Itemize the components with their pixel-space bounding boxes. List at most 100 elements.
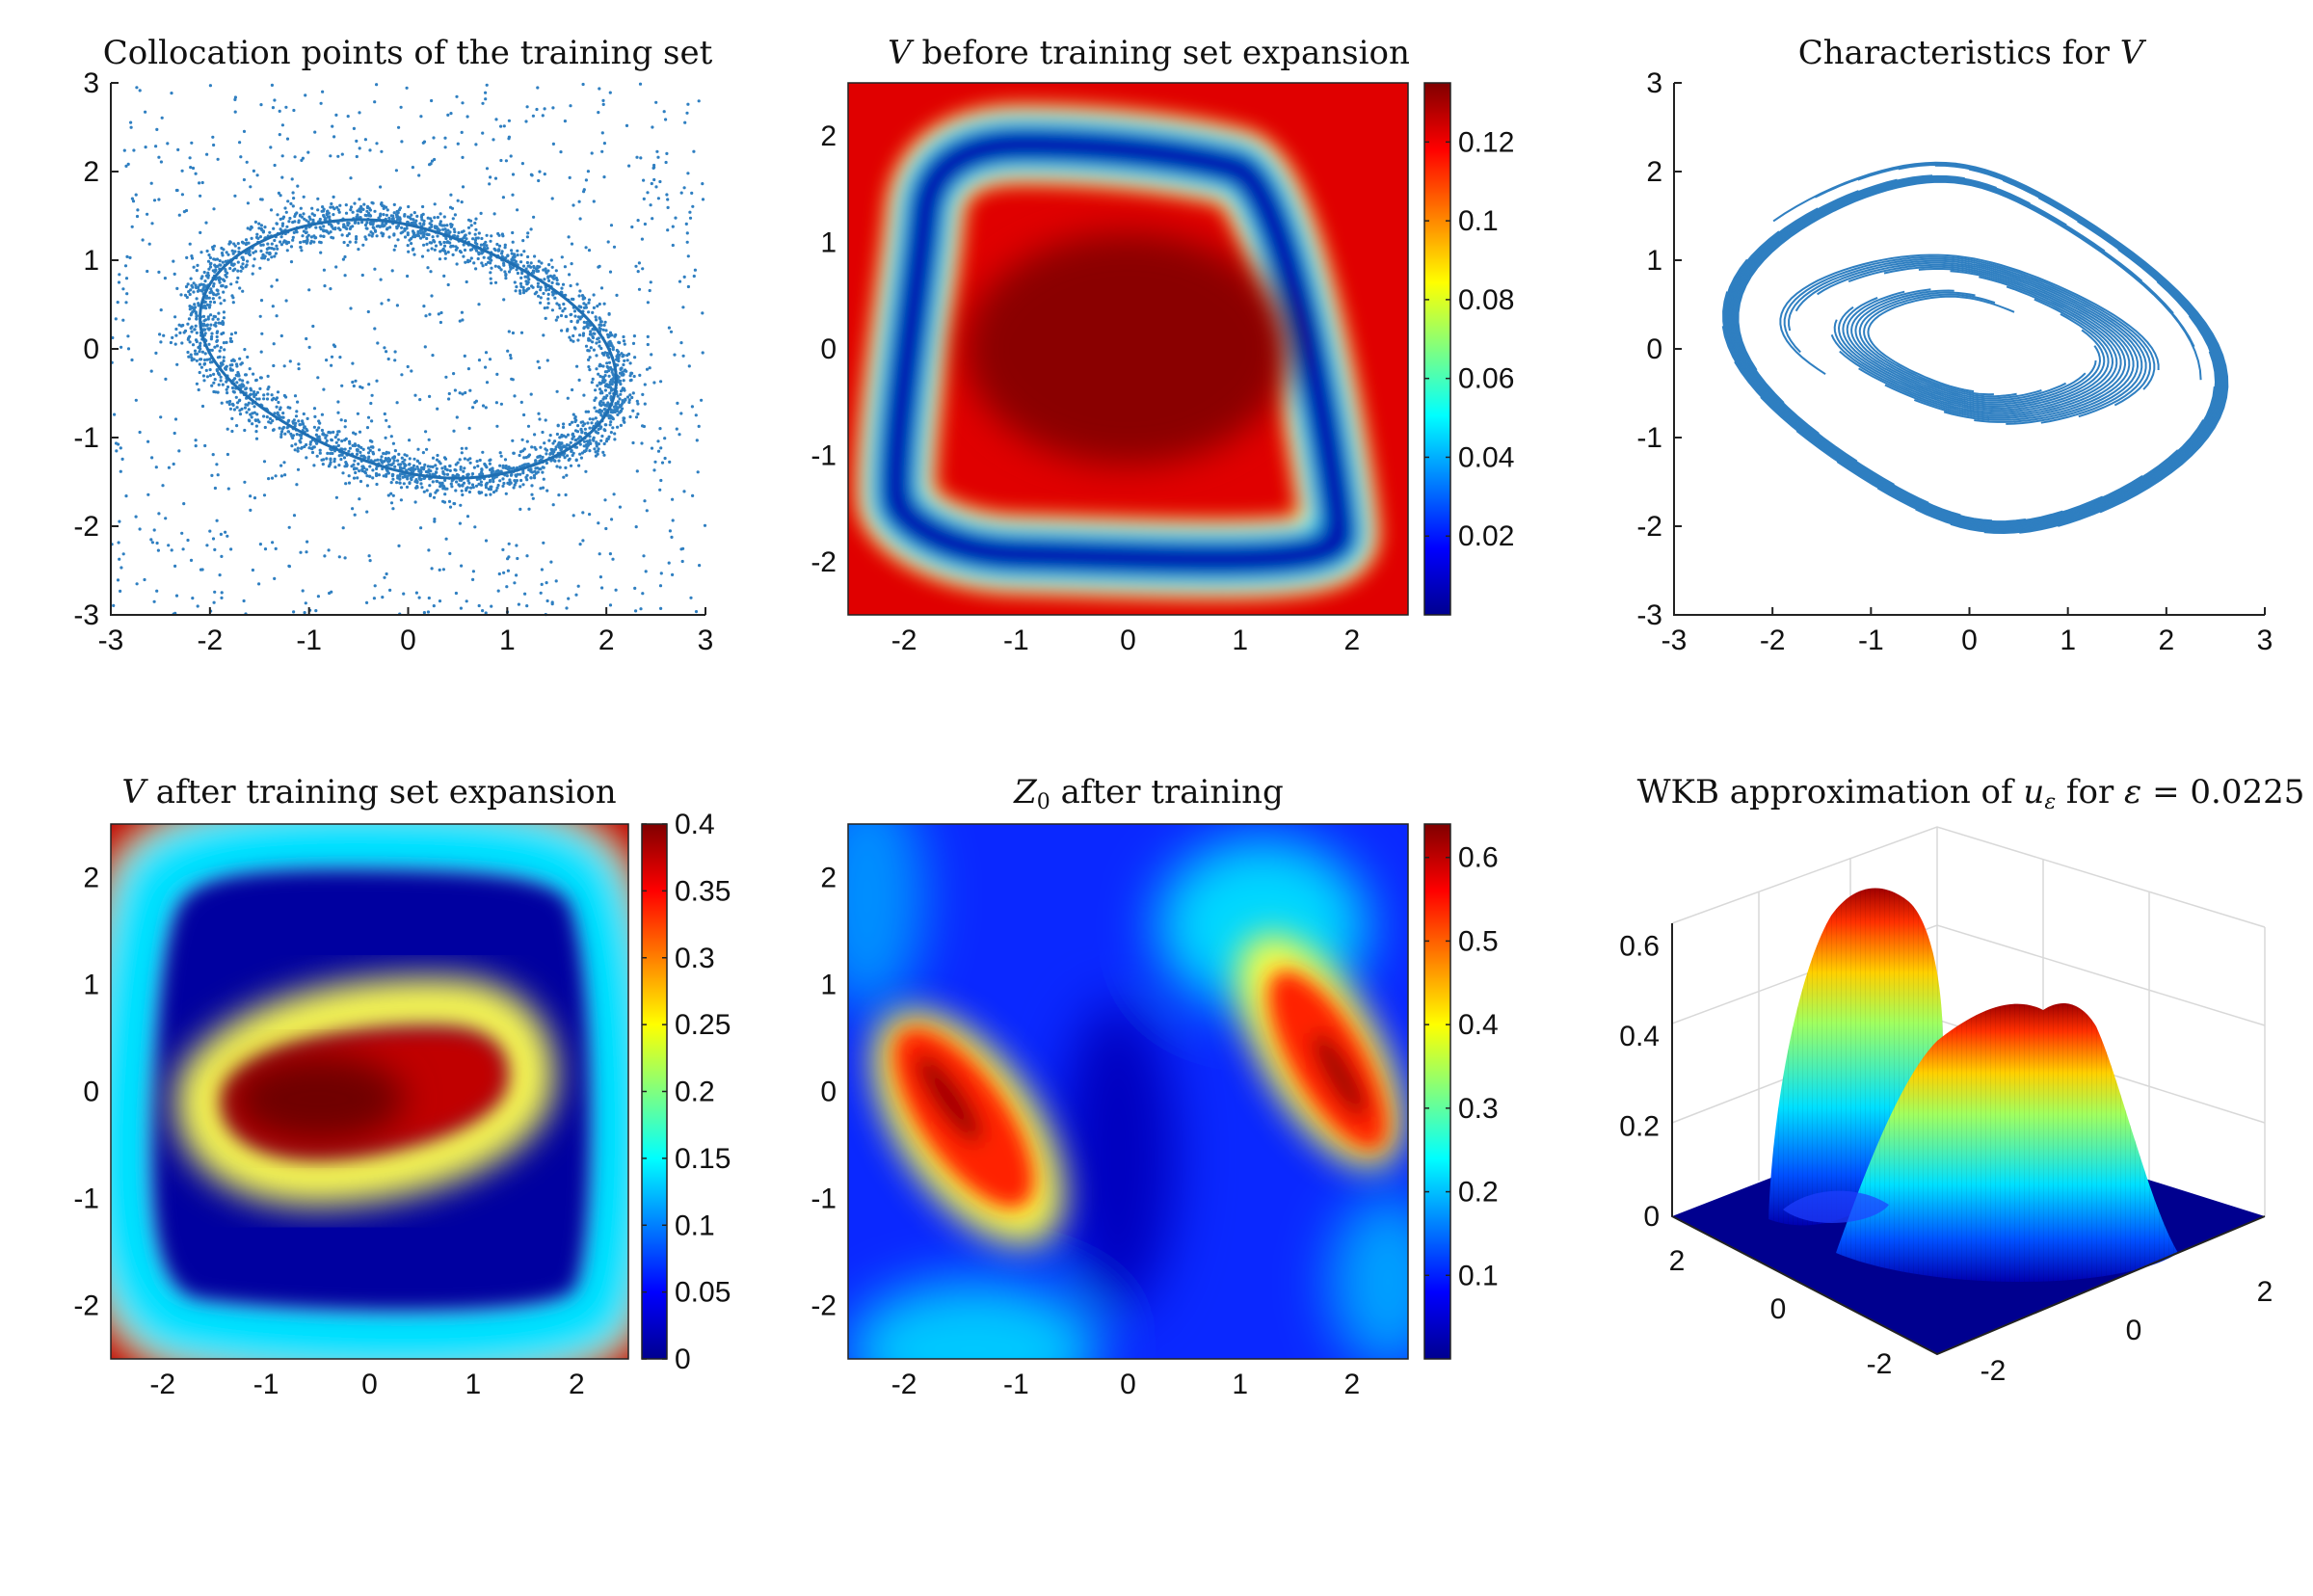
collocation-point [502, 124, 506, 128]
collocation-point [265, 415, 269, 419]
collocation-point [375, 142, 379, 146]
collocation-point [543, 441, 546, 445]
collocation-point [364, 226, 368, 230]
collocation-point [536, 284, 540, 288]
collocation-point [694, 610, 699, 614]
collocation-point [592, 439, 596, 442]
collocation-point [198, 283, 201, 287]
collocation-point [352, 384, 356, 388]
collocation-point [412, 211, 416, 215]
collocation-point [189, 353, 193, 357]
collocation-point [435, 479, 439, 483]
collocation-point [561, 425, 566, 429]
collocation-point [236, 269, 240, 273]
collocation-point [194, 444, 198, 448]
collocation-point [576, 584, 580, 588]
collocation-point [471, 406, 475, 410]
collocation-point [429, 162, 433, 166]
collocation-point [351, 443, 355, 447]
collocation-point [484, 611, 488, 615]
collocation-point [524, 120, 528, 123]
collocation-point [397, 544, 401, 548]
collocation-point [481, 450, 485, 454]
collocation-point [256, 418, 260, 422]
collocation-point [216, 317, 220, 321]
collocation-point [421, 204, 425, 209]
collocation-point [484, 240, 488, 244]
collocation-point [135, 86, 139, 90]
collocation-point [453, 502, 457, 506]
collocation-point [490, 485, 493, 489]
collocation-point [180, 341, 184, 345]
collocation-point [616, 400, 621, 404]
collocation-point [266, 387, 270, 391]
collocation-point [296, 400, 300, 404]
collocation-point [261, 243, 265, 247]
collocation-point [526, 254, 530, 259]
collocation-point [608, 413, 612, 418]
collocation-point [467, 231, 471, 235]
collocation-point [381, 222, 385, 226]
collocation-point [265, 251, 269, 254]
collocation-point [542, 291, 545, 296]
collocation-point [331, 205, 334, 209]
collocation-point [221, 253, 225, 257]
collocation-point [630, 225, 634, 229]
colorbar-tick-label: 0.15 [675, 1143, 731, 1175]
collocation-point [682, 186, 686, 190]
collocation-point [458, 521, 462, 525]
collocation-point [533, 469, 537, 473]
collocation-point [304, 230, 307, 235]
collocation-point [257, 397, 261, 401]
collocation-point [622, 379, 625, 383]
collocation-point [459, 503, 463, 507]
collocation-point [555, 389, 559, 393]
collocation-point [211, 284, 216, 288]
collocation-point [175, 362, 179, 366]
collocation-point [305, 550, 308, 554]
collocation-point [436, 453, 439, 458]
collocation-point [321, 432, 325, 436]
collocation-point [617, 359, 621, 363]
collocation-point [407, 204, 411, 209]
collocation-point [382, 451, 386, 456]
collocation-point [412, 232, 416, 236]
collocation-point [236, 372, 241, 376]
collocation-point [611, 377, 615, 381]
collocation-point [270, 476, 275, 480]
collocation-point [449, 482, 453, 486]
collocation-point [497, 249, 501, 253]
characteristic-curve-inner [1846, 290, 2087, 404]
collocation-point [418, 398, 422, 402]
collocation-point [195, 297, 199, 301]
collocation-point [484, 365, 488, 369]
collocation-point [330, 201, 333, 206]
collocation-point [473, 221, 477, 226]
collocation-point [191, 597, 195, 600]
collocation-point [365, 209, 369, 213]
collocation-point [438, 599, 442, 603]
collocation-point [392, 248, 396, 252]
collocation-point [392, 456, 396, 460]
collocation-point [208, 300, 213, 304]
collocation-point [658, 488, 662, 492]
collocation-point [222, 278, 226, 281]
collocation-point [268, 252, 272, 255]
collocation-point [440, 466, 444, 470]
collocation-point [509, 354, 513, 358]
collocation-point [203, 332, 207, 335]
collocation-point [701, 182, 705, 186]
collocation-point [220, 284, 224, 288]
collocation-point [454, 489, 458, 492]
collocation-point [156, 548, 160, 552]
collocation-point [551, 142, 556, 146]
collocation-point [429, 492, 433, 496]
collocation-point [607, 311, 611, 316]
collocation-point [396, 238, 400, 242]
collocation-point [319, 234, 323, 238]
collocation-point [510, 472, 514, 476]
collocation-point [190, 256, 195, 260]
collocation-point [305, 427, 308, 431]
collocation-point [571, 420, 574, 424]
collocation-point [504, 277, 508, 280]
